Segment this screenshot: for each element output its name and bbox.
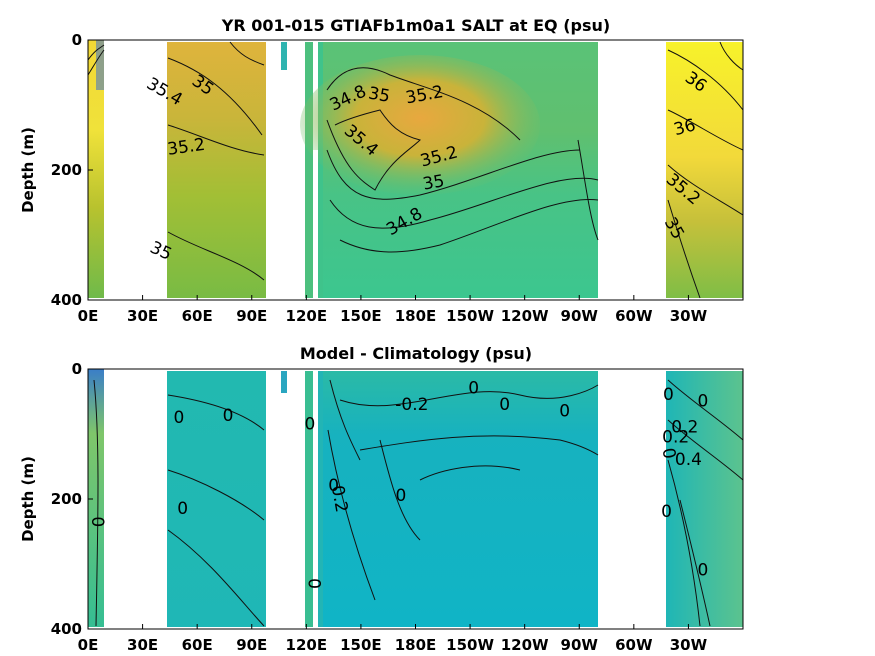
top-x-tick-label: 180E [395, 307, 437, 325]
top-y-axis-label: Depth (m) [19, 127, 37, 213]
bottom-contour-label: 0 [177, 499, 188, 519]
bottom-x-tick-label: 0E [78, 636, 99, 654]
bottom-x-ticks: 0E 30E 60E 90E 120E 150E 180E 150W 120W 90W 60W 30W [78, 624, 708, 654]
top-y-ticks: 0 200 400 [51, 31, 93, 309]
top-x-tick-label: 30E [127, 307, 158, 325]
bottom-contour-label: 0 [661, 502, 672, 522]
bottom-contour-label: 0 [499, 395, 510, 415]
bottom-x-tick-label: 120W [501, 636, 549, 654]
top-region-maritime-1 [281, 42, 287, 70]
bottom-region-pacific [323, 371, 598, 627]
bottom-contours [93, 379, 744, 627]
top-y-tick-label: 400 [51, 291, 82, 309]
bottom-panel-title: Model - Climatology (psu) [300, 344, 532, 363]
bottom-x-tick-label: 30E [127, 636, 158, 654]
bottom-region-atlantic [666, 371, 743, 627]
bottom-contour-label: 0 [559, 401, 570, 421]
top-region-indian-ocean [167, 42, 266, 298]
bottom-x-tick-label: 90W [561, 636, 599, 654]
top-region-maritime-3 [318, 42, 323, 298]
bottom-x-tick-label: 60E [182, 636, 213, 654]
top-panel-title: YR 001-015 GTIAFb1m0a1 SALT at EQ (psu) [221, 16, 610, 35]
bottom-x-tick-label: 60W [615, 636, 653, 654]
bottom-x-tick-label: 120E [286, 636, 328, 654]
top-x-tick-label: 90E [236, 307, 267, 325]
top-x-tick-label: 150W [446, 307, 494, 325]
bottom-contour-label: 0 [698, 561, 709, 581]
bottom-heatmap [88, 369, 743, 627]
bottom-region-indian-ocean [167, 371, 266, 627]
top-gap-maritime [313, 150, 318, 298]
top-panel: YR 001-015 GTIAFb1m0a1 SALT at EQ (psu) [19, 16, 744, 325]
top-region-maritime-2 [305, 42, 313, 298]
bottom-y-tick-label: 400 [51, 620, 82, 638]
bottom-contour-label: 0 [174, 408, 185, 428]
bottom-contour-label: 0 [223, 406, 234, 426]
bottom-contour-label: 0 [304, 578, 324, 589]
bottom-x-tick-label: 30W [670, 636, 708, 654]
top-x-tick-label: 60W [615, 307, 653, 325]
bottom-contour-label: 0.4 [675, 450, 702, 470]
top-x-tick-label: 30W [670, 307, 708, 325]
bottom-contour-label: 0 [468, 379, 479, 399]
bottom-contour-label: 0.2 [671, 418, 698, 438]
top-region-atlantic [666, 42, 743, 298]
top-x-ticks: 0E 30E 60E 90E 120E 150E 180E 150W 120W 90W 60W 30W [78, 295, 708, 325]
top-region-pacific-core [300, 55, 540, 195]
top-y-tick-label: 200 [51, 161, 82, 179]
top-contour-label: 35 [421, 171, 446, 194]
top-region-west-africa-edge [96, 40, 104, 90]
bottom-contour-label: 0 [658, 446, 680, 460]
bottom-region-maritime-1 [281, 371, 287, 393]
bottom-y-tick-label: 0 [72, 360, 82, 378]
top-x-tick-label: 120E [286, 307, 328, 325]
bottom-contour-label: 0 [87, 516, 107, 527]
top-region-west-africa [88, 40, 104, 298]
bottom-contour-label: -0.2 [395, 395, 428, 415]
top-x-tick-label: 0E [78, 307, 99, 325]
bottom-contour-label: 0.2 [327, 484, 351, 514]
bottom-contour-label: 0 [663, 385, 674, 405]
bottom-x-tick-label: 90E [236, 636, 267, 654]
top-x-tick-label: 90W [561, 307, 599, 325]
bottom-panel: Model - Climatology (psu) [19, 344, 744, 654]
bottom-y-ticks: 0 200 400 [51, 360, 93, 638]
bottom-y-axis-label: Depth (m) [19, 456, 37, 542]
top-x-tick-label: 120W [501, 307, 549, 325]
bottom-contour-label: 0 [698, 392, 709, 412]
bottom-y-tick-label: 200 [51, 490, 82, 508]
top-contour-label: 35 [367, 84, 392, 107]
bottom-x-tick-label: 150E [340, 636, 382, 654]
bottom-region-west-africa [88, 369, 104, 627]
bottom-contour-label: 0 [396, 486, 407, 506]
bottom-region-maritime-2 [305, 371, 313, 627]
bottom-x-tick-label: 180E [395, 636, 437, 654]
bottom-x-tick-label: 150W [446, 636, 494, 654]
bottom-region-maritime-3 [318, 371, 323, 627]
bottom-contour-label: 0 [328, 476, 339, 496]
top-heatmap [88, 40, 743, 298]
top-x-tick-label: 150E [340, 307, 382, 325]
top-y-tick-label: 0 [72, 31, 82, 49]
top-contours [87, 41, 744, 299]
top-x-tick-label: 60E [182, 307, 213, 325]
bottom-contour-label: 0 [305, 414, 316, 434]
bottom-contour-label: 0.2 [662, 427, 689, 447]
bottom-gap-maritime [313, 470, 318, 627]
